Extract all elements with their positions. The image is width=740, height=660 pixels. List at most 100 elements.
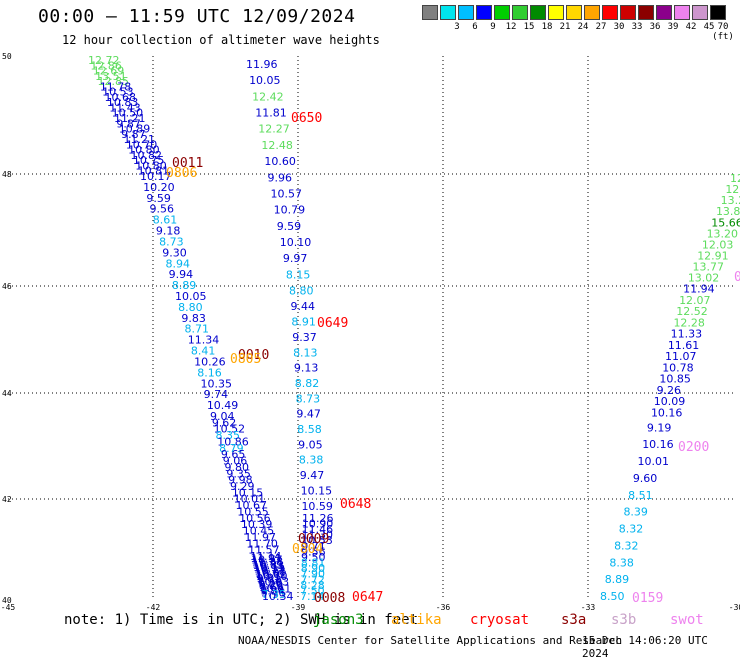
- swath-left-value: 9.33: [257, 574, 282, 587]
- color-scale-label: 45: [703, 22, 715, 32]
- color-swatch: [566, 5, 582, 20]
- swath-left-value: 11.57: [248, 544, 280, 557]
- legend-jason3: jason3: [313, 612, 364, 628]
- generated-timestamp: 15 Dec 14:06:20 UTC 2024: [582, 634, 708, 660]
- swath-middle-value: 9.05: [298, 438, 323, 451]
- longitude-label: -36: [436, 603, 451, 612]
- swath-right-value: 13.84: [716, 205, 740, 218]
- swath-middle-value: 8.28: [300, 579, 325, 592]
- color-swatch: [494, 5, 510, 20]
- color-scale-label: 18: [541, 22, 553, 32]
- swath-left-value: 10.77: [251, 554, 283, 567]
- page-subtitle: 12 hour collection of altimeter wave hei…: [62, 33, 380, 47]
- swath-right-value: 8.51: [628, 489, 653, 502]
- swath-middle-value: 8.82: [295, 377, 320, 390]
- swath-right-value: 12.90: [725, 183, 740, 196]
- swath-left-value: 10.72: [254, 565, 286, 578]
- swath-left-value: 10.11: [253, 561, 284, 574]
- swath-left-value: 11.70: [246, 537, 278, 550]
- swath-middle-value: 10.53: [301, 534, 333, 547]
- swath-left-value: 9.98: [228, 474, 253, 487]
- swath-right-value: 12.28: [673, 316, 705, 329]
- pass-time-label: 0805: [230, 352, 261, 367]
- swath-middle-value: 9.96: [267, 171, 292, 184]
- swath-left-value: 10.56: [239, 512, 271, 525]
- swath-left-value: 9.66: [259, 581, 284, 594]
- swath-left-value: 10.53: [102, 86, 134, 99]
- swath-right-value: 9.26: [657, 384, 682, 397]
- swath-middle-value: 7.90: [301, 568, 326, 581]
- swath-left-value: 9.46: [261, 586, 286, 599]
- color-swatch: [530, 5, 546, 20]
- swath-middle-value: 8.81: [301, 557, 326, 570]
- swath-left-value: 9.65: [221, 448, 246, 461]
- pass-time-label: 0159: [632, 591, 663, 606]
- swath-left-value: 10.67: [235, 499, 266, 512]
- swath-right-value: 8.32: [619, 523, 644, 536]
- swath-middle-value: 10.10: [280, 236, 312, 249]
- color-swatch: [656, 5, 672, 20]
- swath-left-value: 10.41: [260, 583, 292, 596]
- swath-middle-value: 9.47: [296, 408, 321, 421]
- swath-middle-value: 8.91: [291, 316, 316, 329]
- color-swatch: [422, 5, 438, 20]
- swath-left-value: 9.30: [162, 246, 187, 259]
- swath-left-value: 12.72: [88, 54, 120, 67]
- swath-right-value: 10.16: [642, 438, 674, 451]
- color-swatch: [548, 5, 564, 20]
- color-swatch: [674, 5, 690, 20]
- swath-left-value: 10.45: [243, 525, 275, 538]
- color-scale-label: 15: [523, 22, 535, 32]
- swath-left-value: 11.91: [251, 552, 283, 565]
- swath-left-value: 9.20: [258, 577, 283, 590]
- color-swatch: [620, 5, 636, 20]
- swath-right-value: 15.66: [711, 216, 740, 229]
- swath-middle-value: 7.50: [300, 584, 325, 597]
- pass-time-label: 0648: [340, 497, 371, 512]
- longitude-label: -45: [1, 603, 16, 612]
- color-scale-label: 3: [454, 22, 460, 32]
- swath-left-value: 11.21: [123, 133, 155, 146]
- swath-left-value: 8.80: [178, 301, 203, 314]
- swath-left-value: 8.79: [219, 442, 244, 455]
- swath-left-value: 8.16: [197, 366, 222, 379]
- color-scale-label: 12: [505, 22, 517, 32]
- swath-middle-value: 10.60: [264, 155, 296, 168]
- pass-time-label: 0647: [352, 590, 383, 605]
- swath-right-value: 12.07: [679, 294, 711, 307]
- swath-left-value: 12.86: [90, 59, 122, 72]
- swath-right-value: 8.38: [609, 556, 634, 569]
- swath-middle-value: 9.47: [300, 469, 325, 482]
- swath-right-value: 10.85: [659, 373, 691, 386]
- swath-left-value: 10.75: [133, 154, 165, 167]
- pass-time-label: 0011: [172, 156, 203, 171]
- swath-middle-value: 10.05: [249, 74, 281, 87]
- swath-left-value: 11.14: [250, 550, 282, 563]
- swath-right-value: 11.94: [683, 283, 715, 296]
- legend-swot: swot: [670, 612, 704, 628]
- swath-middle-value: 8.90: [301, 562, 326, 575]
- swath-left-value: 9.94: [169, 268, 194, 281]
- page-title: 00:00 — 11:59 UTC 12/09/2024: [38, 6, 356, 27]
- swath-left-value: 10.12: [254, 563, 286, 576]
- swath-left-value: 9.06: [223, 455, 248, 468]
- swath-left-value: 10.17: [140, 170, 172, 183]
- swath-middle-value: 8.58: [297, 423, 322, 436]
- color-swatch: [692, 5, 708, 20]
- legend-s3a: s3a: [561, 612, 587, 628]
- swath-middle-value: 8.80: [289, 285, 314, 298]
- swath-left-value: 10.15: [232, 486, 264, 499]
- swath-left-value: 10.01: [234, 493, 265, 506]
- swath-left-value: 11.21: [114, 112, 146, 125]
- swath-left-value: 10.82: [131, 149, 163, 162]
- footer-note: note: 1) Time is in UTC; 2) SWH is in fe…: [64, 612, 419, 628]
- swath-right-value: 12.91: [697, 249, 729, 262]
- swath-left-value: 11.34: [188, 334, 220, 347]
- swath-left-value: 9.56: [150, 203, 175, 216]
- longitude-label: -42: [146, 603, 161, 612]
- color-scale-label: 39: [667, 22, 679, 32]
- swath-left-value: 7.35: [261, 588, 286, 601]
- color-scale-label: 30: [613, 22, 625, 32]
- swath-left-value: 11.97: [245, 531, 277, 544]
